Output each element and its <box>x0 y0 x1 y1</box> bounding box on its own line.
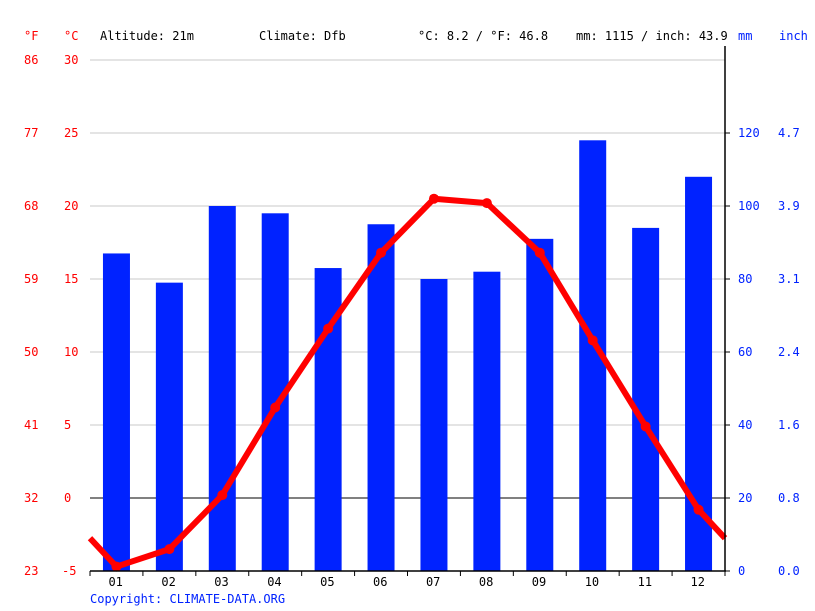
month-label: 09 <box>531 575 547 589</box>
precipitation-bar <box>473 271 501 571</box>
fahrenheit-tick-label: 50 <box>24 345 39 359</box>
fahrenheit-tick-label: 41 <box>24 418 39 432</box>
month-label: 06 <box>373 575 388 589</box>
fahrenheit-tick-label: 86 <box>24 53 39 67</box>
temperature-point <box>270 402 281 413</box>
month-label: 04 <box>267 575 282 589</box>
temperature-point <box>481 198 492 209</box>
temperature-point <box>376 247 387 258</box>
temperature-point <box>323 323 334 334</box>
celsius-tick-label: 0 <box>64 491 72 505</box>
fahrenheit-tick-label: 59 <box>24 272 39 286</box>
month-label: 11 <box>637 575 653 589</box>
precipitation-bar <box>526 238 554 571</box>
temperature-point <box>693 504 704 515</box>
inch-tick-label: 0.8 <box>778 491 800 505</box>
precipitation-bar <box>420 279 448 571</box>
month-label: 05 <box>320 575 335 589</box>
inch-tick-label: 3.9 <box>778 199 800 213</box>
inch-tick-label: 2.4 <box>778 345 800 359</box>
temperature-point <box>534 247 545 258</box>
temperature-point <box>111 561 122 572</box>
inch-tick-label: 3.1 <box>778 272 800 286</box>
average-temperature-label: °C: 8.2 / °F: 46.8 <box>418 29 549 43</box>
inch-tick-label: 4.7 <box>778 126 800 140</box>
copyright-label: Copyright: CLIMATE-DATA.ORG <box>90 592 286 606</box>
celsius-tick-label: 10 <box>64 345 79 359</box>
celsius-tick-label: -5 <box>62 564 77 578</box>
mm-tick-label: 40 <box>738 418 753 432</box>
mm-tick-label: 120 <box>738 126 760 140</box>
temperature-point <box>640 421 651 432</box>
celsius-tick-label: 25 <box>64 126 79 140</box>
month-label: 02 <box>161 575 176 589</box>
fahrenheit-tick-label: 77 <box>24 126 39 140</box>
mm-tick-label: 0 <box>738 564 746 578</box>
month-label: 08 <box>478 575 494 589</box>
precipitation-bar <box>367 224 395 571</box>
month-label: 07 <box>425 575 441 589</box>
mm-tick-label: 100 <box>738 199 760 213</box>
mm-tick-label: 60 <box>738 345 753 359</box>
inch-tick-label: 1.6 <box>778 418 800 432</box>
mm-unit-label: mm <box>738 29 753 43</box>
celsius-tick-label: 15 <box>64 272 79 286</box>
inch-tick-label: 0.0 <box>778 564 800 578</box>
mm-tick-label: 20 <box>738 491 753 505</box>
fahrenheit-tick-label: 23 <box>24 564 39 578</box>
inch-unit-label: inch <box>779 29 808 43</box>
mm-tick-label: 80 <box>738 272 753 286</box>
temperature-point <box>587 335 598 346</box>
temperature-point <box>164 544 175 555</box>
precipitation-bar <box>155 282 183 571</box>
celsius-tick-label: 20 <box>64 199 79 213</box>
celsius-tick-label: 30 <box>64 53 79 67</box>
month-label: 10 <box>584 575 600 589</box>
month-label: 03 <box>214 575 229 589</box>
celsius-unit-label: °C <box>64 29 79 43</box>
temperature-line <box>87 195 728 570</box>
altitude-label: Altitude: 21m <box>100 29 194 43</box>
fahrenheit-tick-label: 68 <box>24 199 39 213</box>
precipitation-bar <box>208 206 236 571</box>
precipitation-total-label: mm: 1115 / inch: 43.9 <box>576 29 728 43</box>
temperature-point <box>428 193 439 204</box>
fahrenheit-tick-label: 32 <box>24 491 39 505</box>
precipitation-bar <box>632 227 660 571</box>
month-label: 12 <box>690 575 705 589</box>
month-label: 01 <box>108 575 123 589</box>
precipitation-bar <box>102 253 130 571</box>
fahrenheit-unit-label: °F <box>24 29 39 43</box>
temperature-point <box>217 490 228 501</box>
celsius-tick-label: 5 <box>64 418 72 432</box>
climate-label: Climate: Dfb <box>259 29 346 43</box>
